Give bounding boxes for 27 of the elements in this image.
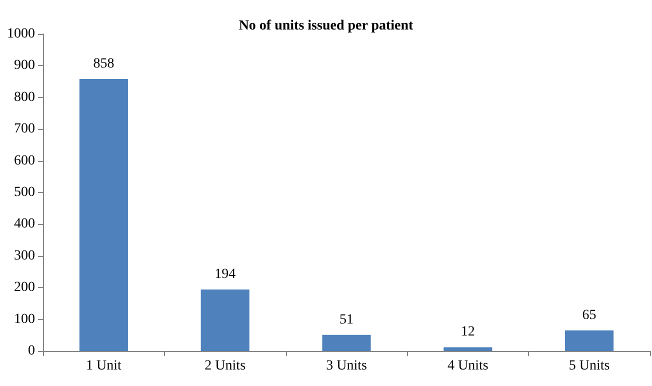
y-tick-label: 0 — [28, 344, 35, 358]
y-tick-label: 500 — [14, 185, 35, 200]
x-tick-label: 2 Units — [204, 358, 246, 374]
y-tick-label: 100 — [14, 312, 35, 327]
bar — [444, 347, 492, 351]
data-label: 12 — [460, 324, 475, 340]
x-tick-label: 1 Unit — [86, 358, 122, 374]
y-tick-label: 200 — [14, 280, 35, 296]
y-tick-label: 700 — [14, 122, 35, 137]
bar — [200, 290, 250, 351]
data-label: 65 — [582, 308, 596, 323]
x-tick-label: 4 Units — [447, 358, 488, 374]
y-tick-label: 800 — [14, 90, 35, 105]
bar — [565, 330, 614, 351]
x-tick-label: 3 Units — [326, 358, 367, 374]
bar — [79, 79, 128, 351]
x-tick-label: 5 Units — [568, 358, 610, 374]
y-tick-label: 400 — [14, 216, 35, 232]
y-tick-label: 600 — [14, 153, 35, 168]
y-tick-label: 300 — [14, 248, 35, 264]
y-tick-label: 1000 — [7, 26, 35, 42]
data-label: 194 — [214, 267, 236, 282]
bar — [322, 334, 371, 351]
chart-title: No of units issued per patient — [238, 18, 414, 34]
data-label: 51 — [340, 312, 354, 328]
y-tick-label: 900 — [14, 58, 35, 74]
data-label: 858 — [93, 56, 114, 72]
